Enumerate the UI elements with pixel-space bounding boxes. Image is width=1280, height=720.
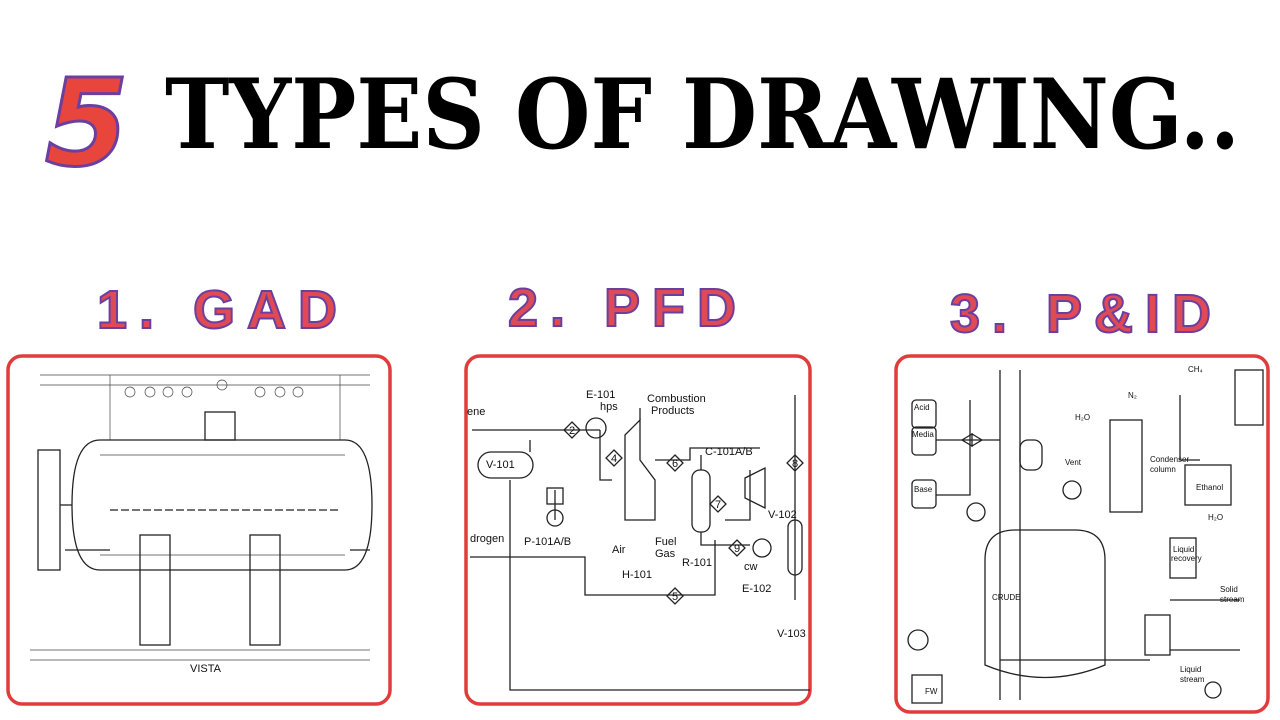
drawing-label: drogen	[470, 533, 504, 545]
drawing-label: 5	[672, 591, 678, 603]
drawing-label: ene	[467, 406, 485, 418]
drawing-label: N₂	[1128, 391, 1137, 400]
drawing-label: Liquid	[1180, 665, 1201, 674]
drawing-label: H-101	[622, 569, 652, 581]
gad-panel: VISTA	[6, 354, 392, 706]
drawing-label: Acid	[914, 403, 930, 412]
drawing-label: E-102	[742, 583, 771, 595]
drawing-label: Ethanol	[1196, 483, 1223, 492]
drawing-label: V-103	[777, 628, 806, 640]
drawing-label: 8	[792, 458, 798, 470]
drawing-label: Fuel	[655, 536, 676, 548]
drawing-label: 4	[611, 453, 617, 465]
drawing-label: Combustion	[647, 393, 706, 405]
drawing-label: column	[1150, 465, 1176, 474]
heading: 1. GAD	[97, 280, 349, 340]
drawing-label: H₂O	[1208, 513, 1223, 522]
pfd-panel	[464, 354, 812, 706]
drawing-label: Solid	[1220, 585, 1238, 594]
title: TYPES OF DRAWING..	[165, 58, 1240, 171]
drawing-label: 6	[672, 458, 678, 470]
drawing-label: 2	[569, 425, 575, 437]
drawing-label: CH₄	[1188, 365, 1203, 374]
drawing-label: V-101	[486, 459, 515, 471]
drawing-label: Liquid	[1173, 545, 1194, 554]
heading: 3. P&ID	[950, 284, 1223, 344]
drawing-label: Vent	[1065, 458, 1082, 467]
drawing-label: Base	[914, 485, 933, 494]
drawing-label: E-101	[586, 389, 615, 401]
drawing-label: 7	[715, 499, 721, 511]
drawing-label: CRUDE	[992, 593, 1020, 602]
drawing-label: H₂O	[1075, 413, 1090, 422]
drawing-label: stream	[1180, 675, 1205, 684]
pid-panel	[894, 354, 1270, 714]
drawing-label: C-101A/B	[705, 446, 753, 458]
drawing-label: recovery	[1171, 554, 1202, 563]
drawing-label: Media	[912, 430, 934, 439]
title-number: 5	[45, 55, 129, 194]
drawing-label: P-101A/B	[524, 536, 571, 548]
drawing-label: Condenser	[1150, 455, 1189, 464]
drawing-label: stream	[1220, 595, 1245, 604]
drawing-label: R-101	[682, 557, 712, 569]
drawing-label: 9	[734, 543, 740, 555]
heading: 2. PFD	[508, 278, 748, 338]
drawing-label: hps	[600, 401, 618, 413]
drawing-label: FW	[925, 687, 938, 696]
drawing-label: Air	[612, 544, 626, 556]
drawing-label: Gas	[655, 548, 676, 560]
drawing-label: VISTA	[190, 663, 222, 675]
drawing-label: V-102	[768, 509, 797, 521]
drawing-label: cw	[744, 561, 758, 573]
drawing-label: Products	[651, 405, 695, 417]
